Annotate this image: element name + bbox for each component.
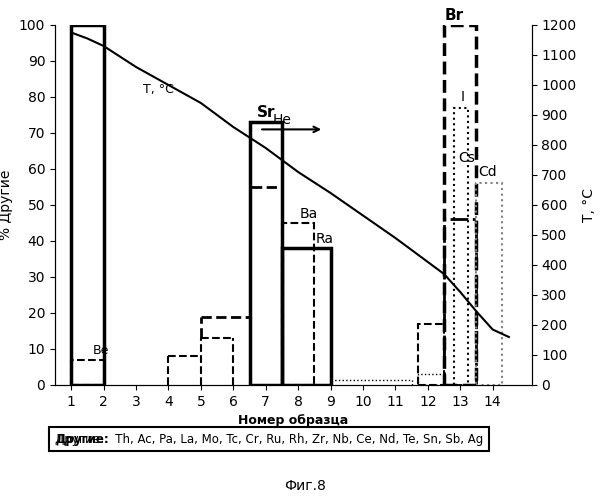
Text: Другие:: Другие: <box>55 432 109 446</box>
Text: Sr: Sr <box>257 105 275 120</box>
Text: Be: Be <box>92 344 109 358</box>
Y-axis label: T, °C: T, °C <box>582 188 596 222</box>
Bar <box>444 25 477 385</box>
Bar <box>444 220 477 385</box>
Text: Br: Br <box>445 8 464 22</box>
Bar <box>282 248 331 385</box>
Text: Другие:   Th, Ac, Pa, La, Mo, Tc, Cr, Ru, Rh, Zr, Nb, Ce, Nd, Te, Sn, Sb, Ag: Другие: Th, Ac, Pa, La, Mo, Tc, Cr, Ru, … <box>55 432 483 446</box>
Bar <box>418 324 444 385</box>
X-axis label: Номер образца: Номер образца <box>238 414 348 428</box>
Bar <box>71 25 104 385</box>
Text: Фиг.8: Фиг.8 <box>285 479 326 493</box>
Text: Ra: Ra <box>316 232 334 246</box>
Bar <box>249 122 282 385</box>
Bar <box>249 187 282 385</box>
Bar <box>454 108 469 385</box>
Text: I: I <box>460 90 464 104</box>
Bar <box>477 184 502 385</box>
Text: Ba: Ba <box>300 206 318 220</box>
Text: Cs: Cs <box>459 151 475 165</box>
Bar <box>282 223 314 385</box>
Bar <box>418 374 444 385</box>
Text: T, °C: T, °C <box>142 84 174 96</box>
Bar <box>71 360 104 385</box>
Y-axis label: % Другие: % Другие <box>0 170 13 240</box>
Text: Cd: Cd <box>478 165 497 179</box>
Text: He: He <box>273 113 291 127</box>
